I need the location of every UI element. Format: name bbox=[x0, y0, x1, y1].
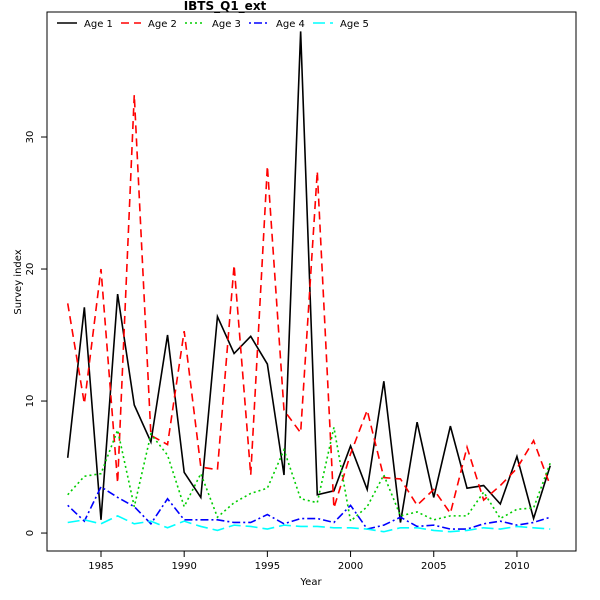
x-tick-label: 2005 bbox=[421, 561, 446, 572]
y-tick-label: 0 bbox=[25, 530, 36, 536]
chart-title: IBTS_Q1_ext bbox=[184, 0, 267, 14]
legend-label: Age 3 bbox=[212, 19, 241, 30]
y-tick-label: 20 bbox=[25, 263, 36, 276]
legend-label: Age 5 bbox=[340, 19, 369, 30]
x-tick-label: 1995 bbox=[255, 561, 280, 572]
legend-label: Age 1 bbox=[84, 19, 113, 30]
x-tick-label: 1985 bbox=[88, 561, 113, 572]
x-tick-label: 1990 bbox=[171, 561, 196, 572]
plot-frame bbox=[46, 11, 577, 552]
data-line bbox=[66, 31, 551, 523]
y-axis-label: Survey index bbox=[13, 249, 24, 314]
x-tick-label: 2010 bbox=[504, 561, 529, 572]
y-tick-label: 10 bbox=[25, 395, 36, 408]
x-tick-label: 2000 bbox=[338, 561, 363, 572]
y-tick-label: 30 bbox=[25, 131, 36, 144]
data-line bbox=[67, 427, 551, 523]
data-line bbox=[66, 94, 551, 516]
data-line bbox=[67, 485, 551, 530]
legend-label: Age 4 bbox=[276, 19, 305, 30]
x-axis-label: Year bbox=[299, 577, 322, 588]
legend-label: Age 2 bbox=[148, 19, 177, 30]
data-line bbox=[67, 514, 551, 533]
